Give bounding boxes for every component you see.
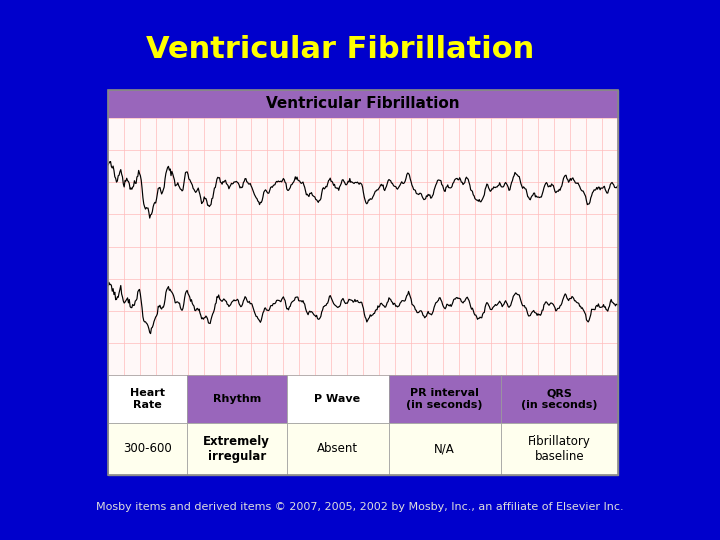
FancyBboxPatch shape (108, 90, 618, 475)
FancyBboxPatch shape (500, 423, 618, 475)
Text: Extremely
irregular: Extremely irregular (203, 435, 270, 463)
FancyBboxPatch shape (108, 423, 187, 475)
FancyBboxPatch shape (389, 423, 500, 475)
Text: N/A: N/A (434, 442, 455, 456)
Text: Fibrillatory
baseline: Fibrillatory baseline (528, 435, 591, 463)
Text: Ventricular Fibrillation: Ventricular Fibrillation (266, 97, 460, 111)
FancyBboxPatch shape (108, 90, 618, 118)
FancyBboxPatch shape (108, 375, 187, 423)
FancyBboxPatch shape (389, 375, 500, 423)
Text: Absent: Absent (317, 442, 358, 456)
Text: Heart
Rate: Heart Rate (130, 388, 165, 410)
Text: Rhythm: Rhythm (212, 394, 261, 404)
Text: PR interval
(in seconds): PR interval (in seconds) (406, 388, 483, 410)
FancyBboxPatch shape (287, 375, 389, 423)
Text: QRS
(in seconds): QRS (in seconds) (521, 388, 598, 410)
FancyBboxPatch shape (187, 423, 287, 475)
FancyBboxPatch shape (500, 375, 618, 423)
Text: Mosby items and derived items © 2007, 2005, 2002 by Mosby, Inc., an affiliate of: Mosby items and derived items © 2007, 20… (96, 502, 624, 512)
Text: Ventricular Fibrillation: Ventricular Fibrillation (146, 36, 534, 64)
FancyBboxPatch shape (287, 423, 389, 475)
Text: 300-600: 300-600 (123, 442, 172, 456)
Text: P Wave: P Wave (315, 394, 361, 404)
FancyBboxPatch shape (108, 118, 618, 375)
FancyBboxPatch shape (187, 375, 287, 423)
